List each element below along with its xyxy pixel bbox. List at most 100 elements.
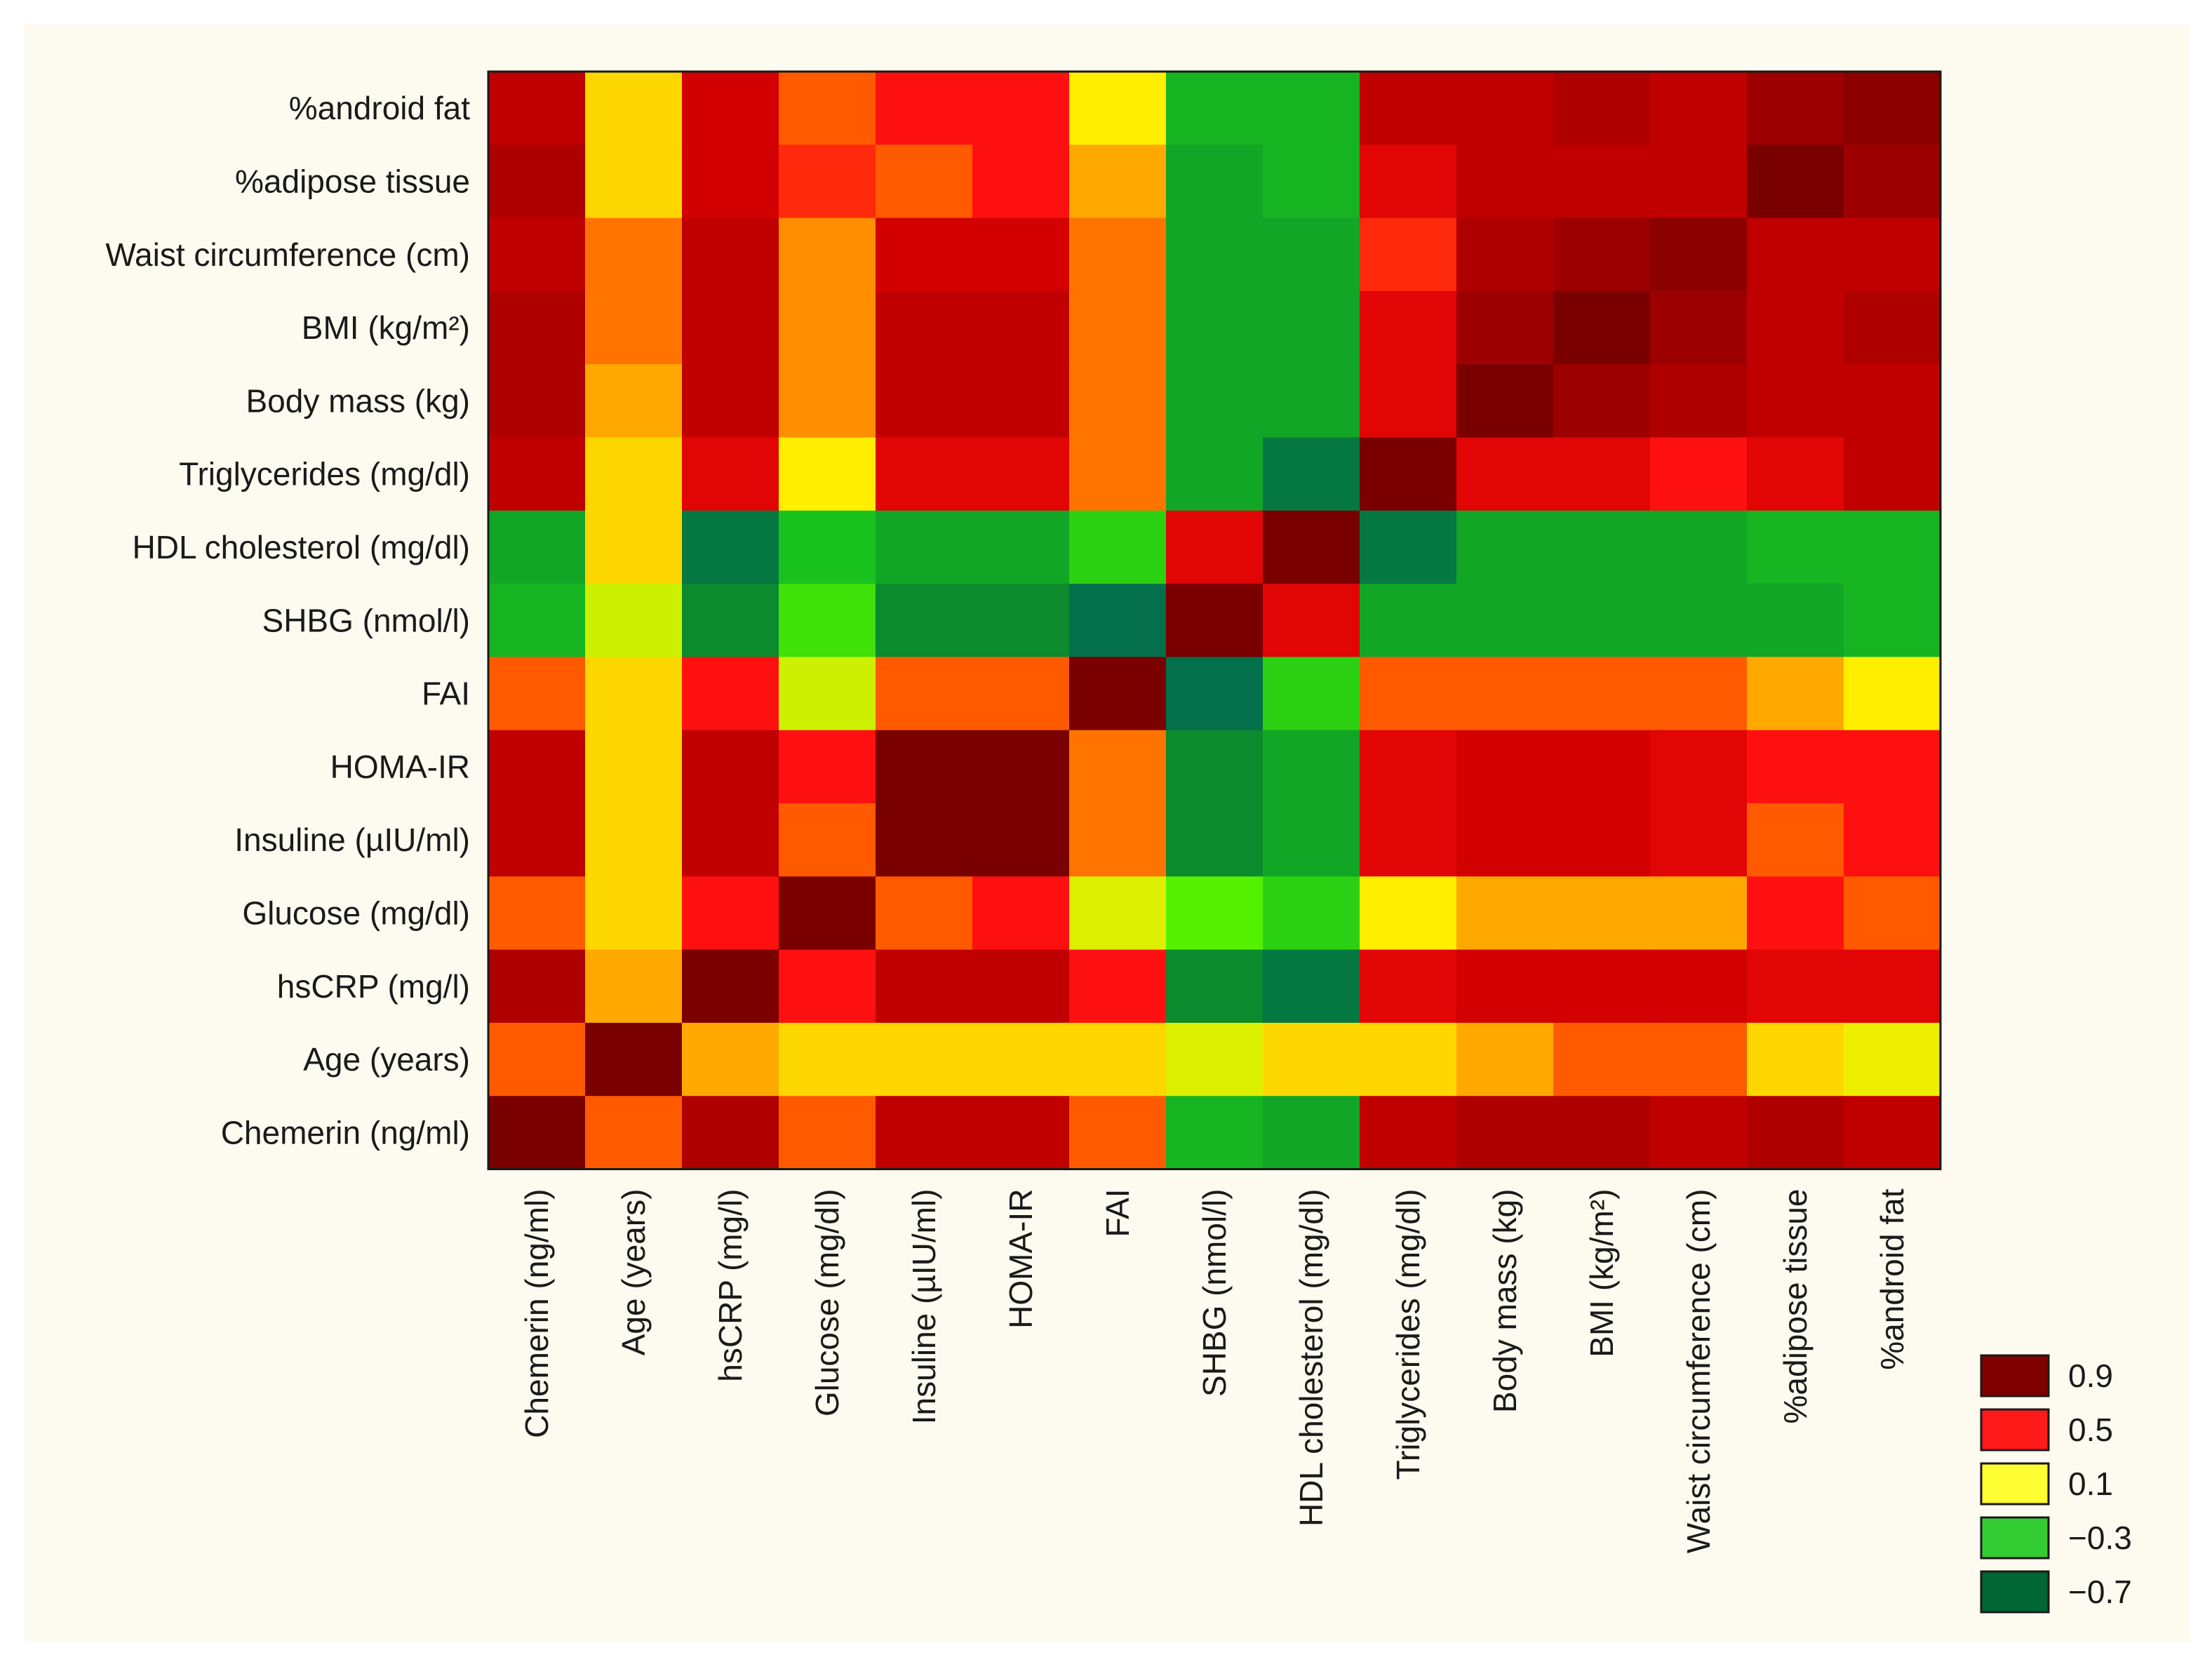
heatmap-cell [1553,290,1651,365]
heatmap-cell [1360,290,1457,365]
heatmap-cell [1456,437,1554,511]
heatmap-cell [1360,803,1457,877]
heatmap-cell [488,1022,586,1097]
heatmap-cell [1747,72,1844,145]
heatmap-cell [876,949,973,1024]
heatmap-cell [585,657,683,731]
heatmap-cell [779,730,876,804]
legend-swatch [1980,1570,2050,1614]
heatmap-cell [1069,1096,1167,1170]
heatmap-cell [1747,1022,1844,1097]
heatmap-cell [1844,876,1941,951]
heatmap-cell [488,290,586,365]
heatmap-cell [1263,876,1360,951]
heatmap-cell [779,949,876,1024]
heatmap-cell [1844,1022,1941,1097]
x-tick-label: Glucose (mg/dl) [809,1189,845,1417]
heatmap-cell [1844,217,1941,292]
heatmap-cell [876,657,973,731]
x-tick-label: FAI [1099,1189,1136,1238]
heatmap-cell [1456,364,1554,438]
heatmap-cell [585,949,683,1024]
heatmap-cell [1456,72,1554,145]
heatmap-cell [1263,72,1360,145]
heatmap-cell [1747,510,1844,584]
heatmap-cell [1553,657,1651,731]
heatmap-cell [1166,730,1263,804]
y-tick-label: Glucose (mg/dl) [242,895,470,932]
heatmap-cell [779,437,876,511]
heatmap-cell [488,803,586,877]
heatmap-cell [1553,584,1651,657]
heatmap-cell [1069,949,1167,1024]
heatmap-cell [876,876,973,951]
heatmap-cell [876,217,973,292]
heatmap-cell [1747,876,1844,951]
heatmap-cell [1360,584,1457,657]
heatmap-cell [1747,949,1844,1024]
heatmap-cell [1650,657,1748,731]
heatmap-cell [1553,1022,1651,1097]
heatmap-cell [1166,657,1263,731]
heatmap-cell [1650,290,1748,365]
heatmap-cell [972,876,1070,951]
heatmap-cell [1747,1096,1844,1170]
heatmap-cell [972,730,1070,804]
heatmap-cell [1553,510,1651,584]
legend-label: −0.3 [2068,1520,2132,1556]
heatmap-cell [1844,364,1941,438]
heatmap-cell [585,364,683,438]
heatmap-cell [1650,364,1748,438]
legend-swatch [1980,1408,2050,1452]
y-tick-label: SHBG (nmol/l) [262,602,470,638]
heatmap-cell [1844,730,1941,804]
heatmap-cell [682,803,779,877]
heatmap-cell [876,584,973,657]
heatmap-cell [1650,437,1748,511]
heatmap-cell [488,364,586,438]
heatmap-cell [876,510,973,584]
heatmap-cell [1263,584,1360,657]
heatmap-cell [1553,803,1651,877]
heatmap-cell [682,290,779,365]
legend-swatch [1980,1354,2050,1397]
y-tick-label: Insuline (µIU/ml) [234,822,470,858]
heatmap-cell [1069,290,1167,365]
heatmap-cell [1553,876,1651,951]
x-tick-label: Triglycerides (mg/dl) [1390,1189,1426,1480]
heatmap-cell [876,437,973,511]
x-tick-label: %adipose tissue [1777,1189,1814,1424]
heatmap-cell [1844,72,1941,145]
heatmap-cell [972,510,1070,584]
heatmap-cell [779,876,876,951]
heatmap-cell [1263,217,1360,292]
heatmap-cell [585,876,683,951]
heatmap-cell [972,584,1070,657]
heatmap-cell [779,1022,876,1097]
heatmap-cell [1844,949,1941,1024]
heatmap-cell [1844,437,1941,511]
legend-label: 0.9 [2068,1358,2113,1394]
heatmap-cell [1360,1022,1457,1097]
heatmap-cell [1263,1022,1360,1097]
heatmap-cell [1747,364,1844,438]
x-tick-label: %android fat [1874,1188,1910,1369]
heatmap-cell [1166,876,1263,951]
heatmap-cell [972,290,1070,365]
heatmap-cell [876,803,973,877]
heatmap-cell [779,510,876,584]
x-tick-label: HDL cholesterol (mg/dl) [1293,1189,1329,1527]
heatmap-cell [1456,949,1554,1024]
x-tick-label: Waist circumference (cm) [1680,1189,1717,1554]
heatmap-cell [972,72,1070,145]
heatmap-cell [585,72,683,145]
heatmap-cell [682,949,779,1024]
heatmap-cell [1650,876,1748,951]
legend-swatch [1980,1516,2050,1560]
heatmap-cell [1166,72,1263,145]
heatmap-cell [1263,1096,1360,1170]
heatmap-cell [779,145,876,219]
heatmap-cell [972,217,1070,292]
x-tick-label: Body mass (kg) [1487,1189,1523,1414]
heatmap-cell [1360,364,1457,438]
